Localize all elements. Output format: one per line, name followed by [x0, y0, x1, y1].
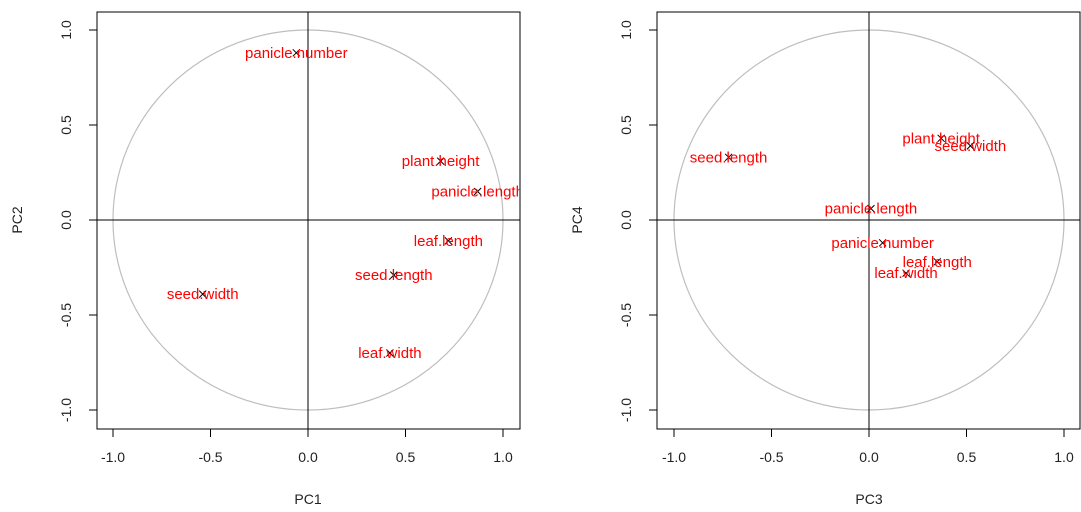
x-tick-label: 0.0 — [298, 449, 318, 465]
point-marker — [198, 290, 207, 298]
point-label: panicle.length — [825, 201, 918, 218]
y-tick-label: 0.0 — [618, 210, 634, 230]
y-tick-label: -1.0 — [58, 398, 74, 422]
point-label: leaf.width — [874, 265, 937, 282]
variable-points: panicle.number plant.height panicle.length… — [167, 45, 524, 362]
x-tick-label: -0.5 — [759, 449, 783, 465]
variable-point: leaf.length — [903, 254, 972, 271]
y-tick-label: 1.0 — [618, 20, 634, 40]
y-axis-title: PC4 — [569, 206, 585, 233]
variable-point: panicle.number — [245, 45, 348, 62]
x-axis-title: PC1 — [294, 491, 321, 507]
point-label: leaf.length — [903, 254, 972, 271]
point-marker — [867, 204, 875, 213]
variable-point: seed.length — [355, 267, 433, 284]
x-tick-label: 1.0 — [1054, 449, 1074, 465]
x-tick-label: -1.0 — [662, 449, 686, 465]
point-label: panicle.number — [245, 45, 348, 62]
x-tick-label: -1.0 — [101, 449, 125, 465]
point-marker — [473, 187, 482, 196]
point-label: panicle.number — [831, 235, 934, 252]
y-axis-title: PC2 — [9, 206, 25, 233]
point-marker — [878, 238, 887, 247]
point-label: leaf.length — [414, 233, 483, 250]
x-tick-label: 1.0 — [493, 449, 513, 465]
point-marker — [292, 48, 301, 57]
point-label: plant.height — [902, 130, 980, 147]
variable-point: panicle.length — [431, 184, 524, 201]
variable-point: leaf.length — [414, 233, 483, 250]
variable-point: plant.height — [902, 130, 980, 147]
point-label: seed.length — [355, 267, 433, 284]
point-marker — [444, 237, 453, 245]
point-marker — [933, 257, 942, 266]
variable-point: panicle.length — [825, 201, 918, 218]
x-axis: -1.0 -0.5 0.0 0.5 1.0 — [662, 428, 1074, 465]
x-tick-label: 0.5 — [396, 449, 416, 465]
point-label: seed.width — [935, 138, 1007, 155]
variable-point: seed.width — [935, 138, 1007, 155]
variable-point: seed.width — [167, 286, 239, 303]
point-marker — [436, 157, 445, 165]
point-marker — [902, 269, 910, 278]
y-tick-label: -0.5 — [58, 303, 74, 327]
variable-point: seed.length — [690, 149, 768, 166]
point-label: panicle.length — [431, 184, 524, 201]
y-tick-label: -0.5 — [618, 303, 634, 327]
y-tick-label: 0.0 — [58, 210, 74, 230]
x-axis: -1.0 -0.5 0.0 0.5 1.0 — [101, 428, 513, 465]
point-marker — [937, 134, 946, 143]
x-tick-label: 0.5 — [957, 449, 977, 465]
y-tick-label: 1.0 — [58, 20, 74, 40]
point-label: seed.length — [690, 149, 768, 166]
variable-point: plant.height — [402, 153, 480, 170]
y-tick-label: 0.5 — [58, 115, 74, 135]
y-tick-label: 0.5 — [618, 115, 634, 135]
point-label: plant.height — [402, 153, 480, 170]
x-tick-label: 0.0 — [859, 449, 879, 465]
variable-point: panicle.number — [831, 235, 934, 252]
point-label: leaf.width — [358, 345, 421, 362]
point-label: seed.width — [167, 286, 239, 303]
x-axis-title: PC3 — [855, 491, 882, 507]
variable-point: leaf.width — [358, 345, 421, 362]
y-axis: -1.0 -0.5 0.0 0.5 1.0 — [618, 20, 658, 422]
y-tick-label: -1.0 — [618, 398, 634, 422]
variable-point: leaf.width — [874, 265, 937, 282]
point-marker — [386, 349, 394, 357]
y-axis: -1.0 -0.5 0.0 0.5 1.0 — [58, 20, 98, 422]
point-marker — [966, 142, 975, 150]
x-tick-label: -0.5 — [198, 449, 222, 465]
point-marker — [389, 271, 398, 279]
point-marker — [724, 153, 733, 162]
